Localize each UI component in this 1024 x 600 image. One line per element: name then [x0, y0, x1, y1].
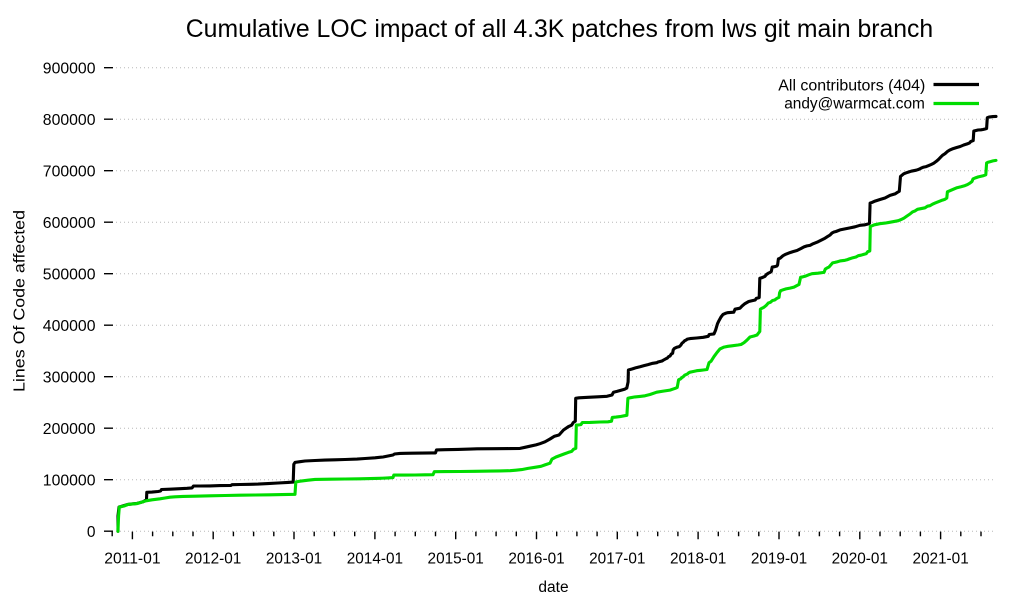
svg-text:800000: 800000 [43, 112, 96, 129]
svg-text:2015-01: 2015-01 [428, 551, 484, 568]
svg-text:2011-01: 2011-01 [104, 551, 160, 568]
svg-text:andy@warmcat.com: andy@warmcat.com [784, 96, 925, 113]
svg-text:date: date [538, 579, 568, 596]
svg-text:2017-01: 2017-01 [589, 551, 645, 568]
svg-text:2012-01: 2012-01 [185, 551, 241, 568]
svg-text:2021-01: 2021-01 [912, 551, 968, 568]
svg-text:300000: 300000 [43, 370, 96, 387]
svg-text:100000: 100000 [43, 473, 96, 490]
svg-text:2014-01: 2014-01 [347, 551, 403, 568]
svg-text:2018-01: 2018-01 [670, 551, 726, 568]
svg-text:200000: 200000 [43, 421, 96, 438]
svg-text:600000: 600000 [43, 215, 96, 232]
svg-text:All contributors (404): All contributors (404) [778, 77, 925, 94]
svg-text:2016-01: 2016-01 [508, 551, 564, 568]
svg-text:500000: 500000 [43, 267, 96, 284]
svg-text:900000: 900000 [43, 61, 96, 78]
svg-text:2020-01: 2020-01 [832, 551, 888, 568]
svg-text:700000: 700000 [43, 164, 96, 181]
svg-text:2019-01: 2019-01 [751, 551, 807, 568]
svg-text:Lines Of Code affected: Lines Of Code affected [12, 210, 29, 392]
svg-text:400000: 400000 [43, 318, 96, 335]
svg-text:Cumulative LOC impact of all 4: Cumulative LOC impact of all 4.3K patche… [186, 15, 933, 43]
svg-text:2013-01: 2013-01 [266, 551, 322, 568]
svg-text:0: 0 [87, 524, 96, 541]
